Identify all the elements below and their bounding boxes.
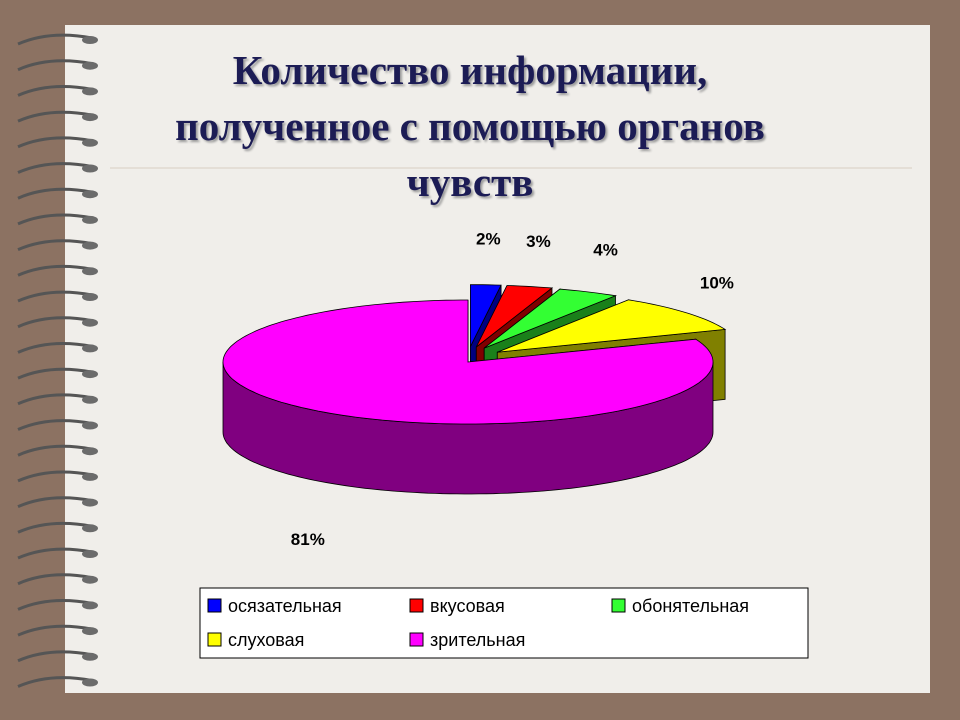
coil-hole xyxy=(82,318,98,327)
coil-hole xyxy=(82,627,98,636)
legend-label: обонятельная xyxy=(632,596,749,616)
coil-hole xyxy=(82,524,98,533)
coil-hole xyxy=(82,370,98,379)
legend-swatch xyxy=(611,598,626,613)
coil xyxy=(17,624,93,637)
coil-hole xyxy=(82,61,98,70)
legend-swatch xyxy=(207,598,222,613)
slice-top xyxy=(497,299,727,353)
coil-hole xyxy=(82,87,98,96)
value-label: 4% xyxy=(593,241,618,260)
coil xyxy=(17,162,93,174)
legend-label: осязательная xyxy=(228,596,342,616)
coil-hole xyxy=(82,293,98,301)
coil xyxy=(17,110,93,123)
legend xyxy=(199,587,809,659)
value-label: 2% xyxy=(476,229,501,248)
coil xyxy=(17,264,93,277)
coil xyxy=(17,650,93,663)
coil-hole xyxy=(82,678,98,687)
coil xyxy=(17,599,93,611)
chart-title: Количество информации, полученное с помо… xyxy=(175,47,765,205)
coil-hole xyxy=(82,138,98,147)
coil-hole xyxy=(82,36,98,44)
coil xyxy=(17,33,93,46)
slice-top xyxy=(475,285,554,348)
coil xyxy=(17,444,93,457)
coil xyxy=(17,59,93,72)
coil xyxy=(17,239,93,251)
legend-items: осязательная вкусовая обонятельная слуховая… xyxy=(207,596,749,650)
coil xyxy=(17,290,93,303)
legend-swatch xyxy=(409,598,424,613)
coil-hole xyxy=(82,575,98,584)
coil-hole xyxy=(82,395,98,404)
coil xyxy=(17,367,93,380)
coil-hole xyxy=(82,344,98,353)
coil xyxy=(17,547,93,560)
coil-hole xyxy=(82,498,98,507)
coil-hole xyxy=(82,652,98,661)
coil xyxy=(17,393,93,406)
legend-label: вкусовая xyxy=(430,596,505,616)
slice-top xyxy=(470,284,502,347)
pie-chart: 2% 3% 4% 10% 81% xyxy=(222,229,734,549)
coil-hole xyxy=(82,164,98,173)
coil xyxy=(17,676,93,688)
coil xyxy=(17,573,93,586)
value-label: 10% xyxy=(700,273,734,292)
coil xyxy=(17,521,93,534)
coil xyxy=(17,136,93,149)
coil-hole xyxy=(82,472,98,481)
coil-hole xyxy=(82,550,98,558)
coil xyxy=(17,419,93,431)
coil xyxy=(17,496,93,508)
legend-label: зрительная xyxy=(430,630,525,650)
coil-hole xyxy=(82,267,98,276)
legend-label: слуховая xyxy=(228,630,304,650)
coil xyxy=(17,342,93,354)
coil xyxy=(17,85,93,97)
value-label: 81% xyxy=(291,530,325,549)
coil-hole xyxy=(82,447,98,456)
coil-hole xyxy=(82,421,98,430)
legend-swatch xyxy=(207,632,222,647)
coil-hole xyxy=(82,190,98,199)
coil-hole xyxy=(82,601,98,610)
coil xyxy=(17,470,93,483)
legend-swatch xyxy=(409,632,424,647)
coil-hole xyxy=(82,113,98,122)
coil xyxy=(17,213,93,226)
slice-top xyxy=(483,288,618,349)
coil xyxy=(17,316,93,329)
coil-hole xyxy=(82,241,98,250)
slice xyxy=(222,299,714,495)
slice-top xyxy=(222,299,714,425)
value-label: 3% xyxy=(526,232,551,251)
coil xyxy=(17,187,93,200)
spiral-binding xyxy=(17,33,98,688)
coil-hole xyxy=(82,215,98,224)
